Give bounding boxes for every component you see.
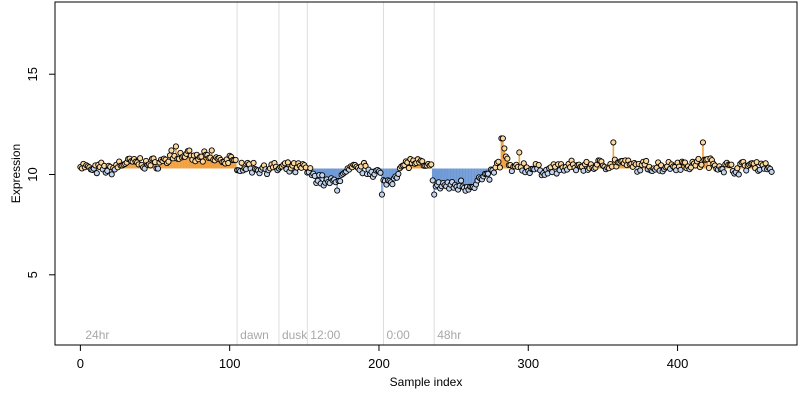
data-point-375 [637,167,644,174]
data-point-191 [362,162,369,169]
data-point-104 [232,156,239,163]
data-point-82 [199,158,206,165]
data-points [77,135,775,198]
data-point-116 [250,159,257,166]
data-point-273 [484,170,492,177]
data-point-235 [428,161,435,168]
data-point-209 [389,181,396,188]
data-point-236 [429,177,436,184]
y-axis: 5 10 15 [25,67,56,278]
data-point-172 [334,187,341,194]
x-ticks [79,345,679,351]
data-point-174 [337,178,344,185]
data-point-64 [172,143,179,150]
data-point-61 [168,147,175,154]
data-point-402 [677,166,684,173]
data-point-255 [458,177,465,184]
data-point-274 [486,176,493,183]
data-point-21 [108,171,115,178]
data-point-202 [378,191,386,198]
data-point-307 [535,161,542,169]
data-point-441 [735,171,742,178]
data-point-237 [431,191,438,198]
data-point-52 [154,165,162,172]
data-point-463 [768,168,775,175]
data-point-73 [186,147,193,154]
data-point-47 [147,162,154,169]
data-point-139 [284,159,291,166]
data-point-357 [610,139,617,146]
data-point-405 [681,159,689,166]
x-tick-label-0: 0 [77,356,84,371]
y-tick-label-1: 10 [25,167,40,181]
data-point-416 [698,161,705,168]
x-tick-label-4: 400 [667,356,689,371]
marker-label-dusk: dusk [282,328,308,342]
corner-label: 24hr [85,328,109,342]
y-axis-title: Expression [9,144,23,203]
x-axis-title: Sample index [390,375,463,389]
data-point-284 [501,145,508,152]
vertical-marker-labels: 24hr dawn dusk 12:00 0:00 48hr [85,328,461,342]
data-point-162 [319,172,326,179]
data-point-88 [208,147,215,154]
data-point-436 [728,161,735,168]
data-point-283 [499,135,506,142]
data-point-281 [496,164,503,171]
x-tick-label-2: 200 [368,356,390,371]
data-point-59 [165,158,172,165]
data-point-414 [695,155,702,163]
data-point-213 [395,170,402,177]
data-point-280 [495,158,502,165]
y-tick-label-0: 5 [25,271,40,278]
data-point-417 [699,139,706,146]
data-point-286 [504,155,511,162]
data-point-40 [137,155,144,162]
data-point-99 [225,159,232,167]
y-tick-label-2: 15 [25,67,40,81]
marker-label-dawn: dawn [240,328,269,342]
marker-label-midnight: 0:00 [386,328,410,342]
data-point-277 [490,169,497,176]
data-point-108 [238,159,245,166]
y-ticks [49,73,55,276]
data-point-379 [643,157,650,165]
plot-frame [54,1,798,346]
data-point-154 [307,165,314,172]
data-point-294 [516,149,523,156]
marker-label-48hr: 48hr [437,328,461,342]
x-tick-label-1: 100 [219,356,241,371]
data-point-220 [405,164,412,172]
data-point-459 [762,160,769,167]
data-point-297 [520,160,527,167]
data-point-440 [734,165,741,172]
data-point-201 [377,169,384,176]
x-axis: 0 100 200 300 400 [77,344,689,371]
data-point-421 [705,164,712,171]
data-point-332 [572,167,580,174]
marker-label-noon: 12:00 [310,328,340,342]
x-tick-label-3: 300 [517,356,539,371]
data-point-431 [720,169,727,176]
data-point-11 [93,170,100,177]
